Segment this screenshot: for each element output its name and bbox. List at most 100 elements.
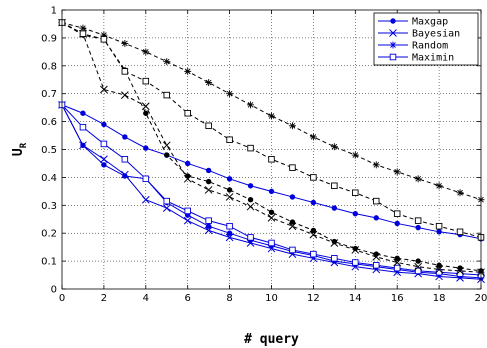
data-point-square xyxy=(163,91,170,99)
data-point-x xyxy=(225,193,234,201)
data-point-square xyxy=(331,182,338,190)
data-point-dot xyxy=(122,134,128,140)
data-point-dot xyxy=(373,251,379,257)
star-stroke xyxy=(268,113,275,119)
series-group-1 xyxy=(58,18,485,277)
series-line-1-dot xyxy=(61,22,482,272)
star-stroke xyxy=(122,40,128,47)
data-point-dot xyxy=(331,205,338,211)
data-point-square xyxy=(121,68,129,75)
data-point-dot xyxy=(101,121,107,128)
data-point-dot xyxy=(185,160,191,167)
data-point-x xyxy=(100,85,108,94)
star-stroke xyxy=(184,68,191,75)
data-point-x xyxy=(204,186,213,194)
data-point-x xyxy=(141,195,150,204)
data-point-x xyxy=(225,233,234,242)
data-point-x xyxy=(435,265,443,274)
series-layer xyxy=(58,18,485,284)
data-point-x xyxy=(246,202,255,211)
legend-item-maximin: Maximin xyxy=(378,53,454,64)
data-point-x xyxy=(204,226,213,235)
data-point-square xyxy=(435,269,443,276)
data-point-square xyxy=(456,228,464,236)
star-stroke xyxy=(394,169,401,175)
data-point-square xyxy=(268,156,275,163)
x-stroke xyxy=(100,155,108,164)
data-point-square xyxy=(100,36,108,43)
x-tick-label: 12 xyxy=(307,293,320,304)
data-point-star xyxy=(226,90,234,98)
data-point-square xyxy=(226,136,233,143)
data-point-dot xyxy=(352,245,358,252)
data-point-dot xyxy=(226,187,233,193)
x-tick-label: 4 xyxy=(143,293,149,304)
data-point-square xyxy=(310,174,317,181)
data-point-square xyxy=(373,262,380,269)
data-point-square xyxy=(389,53,397,61)
x-tick-label: 14 xyxy=(349,293,362,304)
data-point-star xyxy=(205,79,213,87)
data-point-dot xyxy=(457,265,463,271)
x-stroke xyxy=(393,258,402,267)
data-point-star xyxy=(288,122,296,130)
x-stroke xyxy=(309,230,318,239)
data-point-dot xyxy=(289,219,296,225)
data-point-star xyxy=(121,39,129,47)
data-point-dot xyxy=(436,229,442,235)
data-point-dot xyxy=(390,18,396,24)
data-point-dot xyxy=(331,238,338,245)
data-point-square xyxy=(393,210,401,217)
data-point-x xyxy=(120,91,129,99)
legend-item-maxgap: Maxgap xyxy=(378,17,448,28)
star-stroke xyxy=(226,90,233,97)
data-point-square xyxy=(205,122,212,130)
data-point-x xyxy=(414,262,423,271)
data-point-square xyxy=(352,189,359,196)
x-stroke xyxy=(120,91,129,99)
data-point-x xyxy=(162,204,171,212)
y-tick-label: 0.9 xyxy=(41,33,57,44)
data-point-dot xyxy=(310,227,317,234)
y-tick-label: 1 xyxy=(51,6,57,17)
star-stroke xyxy=(163,58,170,65)
y-tick-label: 0.7 xyxy=(41,89,57,100)
y-tick-label: 0.6 xyxy=(41,117,57,128)
data-point-square xyxy=(393,264,401,272)
data-point-square xyxy=(226,222,233,230)
data-point-square xyxy=(205,217,212,224)
y-tick-label: 0.1 xyxy=(41,257,57,268)
data-point-square xyxy=(289,164,296,171)
series-group-0 xyxy=(58,101,485,284)
star-stroke xyxy=(457,189,463,196)
y-tick-label: 0.4 xyxy=(41,173,57,184)
x-stroke xyxy=(267,214,276,222)
data-point-dot xyxy=(289,194,296,200)
x-stroke xyxy=(204,186,213,194)
x-tick-label: 10 xyxy=(265,293,278,304)
data-point-square xyxy=(79,30,87,37)
y-axis-label-subscript: R xyxy=(19,142,29,148)
tick-labels: 0 2 4 6 8 10 12 14 16 18 20 0 0.1 0.2 0.3 0.4 0.5 0.6 0.7 0… xyxy=(41,6,487,305)
data-point-star xyxy=(163,58,171,66)
data-point-x xyxy=(183,216,192,225)
data-point-dot xyxy=(101,162,107,168)
data-point-square xyxy=(79,123,87,131)
data-point-square xyxy=(247,144,254,152)
data-point-x xyxy=(267,214,276,222)
x-tick-label: 2 xyxy=(101,293,107,304)
data-point-square xyxy=(352,259,359,266)
data-point-dot xyxy=(373,215,379,221)
data-point-x xyxy=(309,230,318,239)
data-point-dot xyxy=(205,178,212,185)
data-point-square xyxy=(435,222,443,230)
series-line-1-star xyxy=(61,22,482,201)
star-stroke xyxy=(247,102,254,108)
data-point-dot xyxy=(247,197,254,203)
legend-label: Maximin xyxy=(412,53,454,64)
legend-label: Maxgap xyxy=(412,17,448,28)
y-tick-label: 0.2 xyxy=(41,229,57,240)
x-stroke xyxy=(225,193,234,201)
data-point-dot xyxy=(352,210,358,217)
